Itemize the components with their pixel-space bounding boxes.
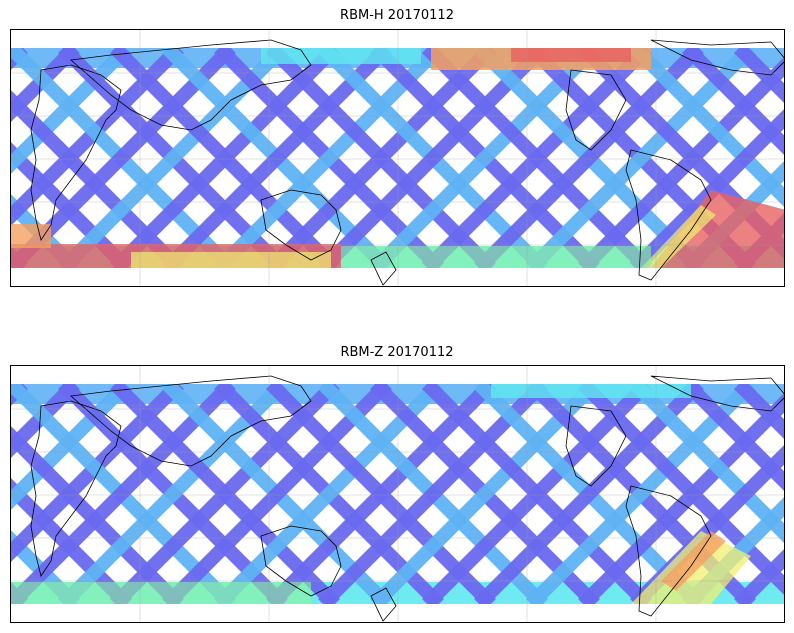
panel-title: RBM-H 20170112: [340, 8, 454, 23]
map-top: [10, 29, 785, 287]
map-bottom: [10, 365, 785, 623]
panel-title: RBM-Z 20170112: [340, 345, 454, 360]
map-svg-top: [11, 30, 784, 286]
map-svg-bottom: [11, 366, 784, 622]
